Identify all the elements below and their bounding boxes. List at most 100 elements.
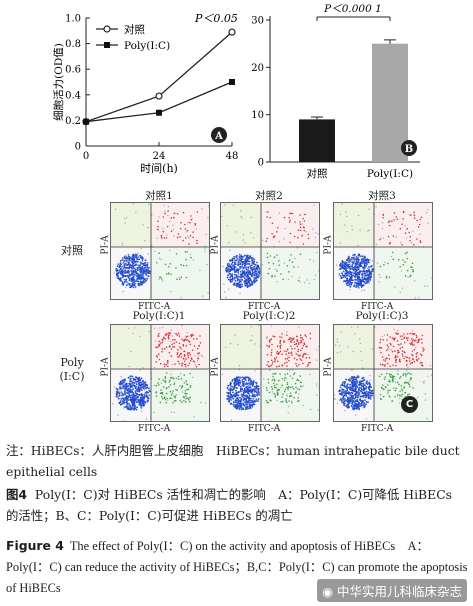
cell-dot-late-apoptotic xyxy=(155,355,158,357)
cell-dot-live xyxy=(354,264,357,266)
cell-dot-early-apoptotic xyxy=(289,392,292,394)
cell-dot-late-apoptotic xyxy=(178,363,181,365)
cell-dot-early-apoptotic xyxy=(396,394,399,396)
cell-dot-debris xyxy=(316,359,318,361)
cell-dot-early-apoptotic xyxy=(291,386,294,388)
cell-dot-debris xyxy=(266,335,268,337)
cell-dot-live xyxy=(363,379,366,381)
cell-dot-live xyxy=(367,401,369,403)
cell-dot-early-apoptotic xyxy=(283,390,286,393)
cell-dot-live xyxy=(136,401,138,404)
cell-dot-late-apoptotic xyxy=(296,358,298,361)
cell-dot-early-apoptotic xyxy=(288,271,290,273)
cell-dot-early-apoptotic xyxy=(400,384,403,387)
cell-dot-late-apoptotic xyxy=(288,352,290,354)
cell-dot-live xyxy=(241,264,244,266)
cell-dot-live xyxy=(242,275,245,278)
cell-dot-live xyxy=(347,255,350,258)
cell-dot-live xyxy=(246,401,248,404)
cell-dot-live xyxy=(232,401,235,403)
cell-dot-live xyxy=(127,408,129,410)
cell-dot-live xyxy=(231,261,234,264)
cell-dot-live xyxy=(235,259,238,262)
cell-dot-late-apoptotic xyxy=(175,341,178,343)
cell-dot-live xyxy=(131,256,134,259)
cell-dot-debris xyxy=(284,227,286,230)
cell-dot-debris xyxy=(241,393,243,395)
cell-dot-late-apoptotic xyxy=(417,341,420,343)
quadrant-lower-right xyxy=(151,369,209,421)
cell-dot-live xyxy=(253,401,255,404)
y-tick-label: 0 xyxy=(75,142,81,153)
cell-dot-live xyxy=(368,382,371,385)
cell-dot-debris xyxy=(291,400,293,402)
cell-dot-live xyxy=(230,402,233,405)
cell-dot-live xyxy=(341,274,344,276)
cell-dot-live xyxy=(135,279,138,281)
cell-dot-live xyxy=(361,255,364,258)
cell-dot-live xyxy=(127,376,130,379)
cell-dot-live xyxy=(250,383,252,386)
cell-dot-early-apoptotic xyxy=(389,375,391,377)
cell-dot-debris xyxy=(200,401,202,404)
cell-dot-debris xyxy=(381,227,384,230)
cell-dot-live xyxy=(350,283,353,286)
cell-dot-live xyxy=(359,263,362,266)
cell-dot-live xyxy=(253,266,256,268)
cell-dot-early-apoptotic xyxy=(165,273,168,275)
cell-dot-debris xyxy=(422,381,424,383)
cell-dot-late-apoptotic xyxy=(173,216,175,219)
quadrant-upper-right xyxy=(261,325,319,369)
cell-dot-early-apoptotic xyxy=(300,381,302,384)
cell-dot-late-apoptotic xyxy=(272,361,274,363)
cell-dot-late-apoptotic xyxy=(177,348,179,351)
cell-dot-early-apoptotic xyxy=(282,393,284,395)
cell-dot-live xyxy=(132,379,135,381)
cell-dot-debris xyxy=(236,262,238,264)
cell-dot-live xyxy=(351,377,354,379)
cell-dot-debris xyxy=(192,376,194,378)
cell-dot-live xyxy=(139,254,141,257)
cell-dot-late-apoptotic xyxy=(283,340,285,342)
cell-dot-late-apoptotic xyxy=(399,227,402,230)
cell-dot-live xyxy=(238,376,241,379)
cell-dot-early-apoptotic xyxy=(281,377,284,380)
cell-dot-late-apoptotic xyxy=(388,358,391,360)
cell-dot-debris xyxy=(359,342,362,345)
cell-dot-live xyxy=(128,405,131,408)
cell-dot-live xyxy=(345,390,348,393)
cell-dot-debris xyxy=(261,264,264,266)
cell-dot-late-apoptotic xyxy=(270,338,273,340)
cell-dot-live xyxy=(131,407,134,410)
cell-dot-debris xyxy=(351,229,353,231)
cell-dot-debris xyxy=(285,378,287,380)
note-text: 注：HiBECs：人肝内胆管上皮细胞 HiBECs：human intrahep… xyxy=(6,443,460,479)
cell-dot-early-apoptotic xyxy=(409,378,412,381)
cell-dot-late-apoptotic xyxy=(167,210,169,212)
cell-dot-live xyxy=(134,387,137,390)
cell-dot-early-apoptotic xyxy=(297,279,300,282)
cell-dot-live xyxy=(241,278,243,281)
cell-dot-live xyxy=(137,264,140,267)
cell-dot-debris xyxy=(172,228,175,231)
cell-dot-live xyxy=(246,272,248,274)
cell-dot-live xyxy=(239,283,242,286)
cell-dot-late-apoptotic xyxy=(299,214,301,216)
cell-dot-live xyxy=(234,273,236,276)
cell-dot-live xyxy=(145,383,148,386)
flow-scatter-plot xyxy=(220,202,320,300)
cell-dot-early-apoptotic xyxy=(155,384,158,387)
cell-dot-debris xyxy=(172,224,174,226)
cell-dot-debris xyxy=(351,225,353,227)
cell-dot-live xyxy=(234,255,236,258)
cell-dot-debris xyxy=(313,278,315,281)
quadrant-upper-left xyxy=(334,325,374,369)
cell-dot-debris xyxy=(315,232,317,234)
cell-dot-late-apoptotic xyxy=(297,348,300,351)
cell-dot-live xyxy=(141,260,144,262)
cell-dot-live xyxy=(148,387,150,390)
cell-dot-late-apoptotic xyxy=(159,362,162,365)
cell-dot-late-apoptotic xyxy=(420,216,423,219)
cell-dot-live xyxy=(129,396,132,399)
cell-dot-early-apoptotic xyxy=(399,390,401,393)
